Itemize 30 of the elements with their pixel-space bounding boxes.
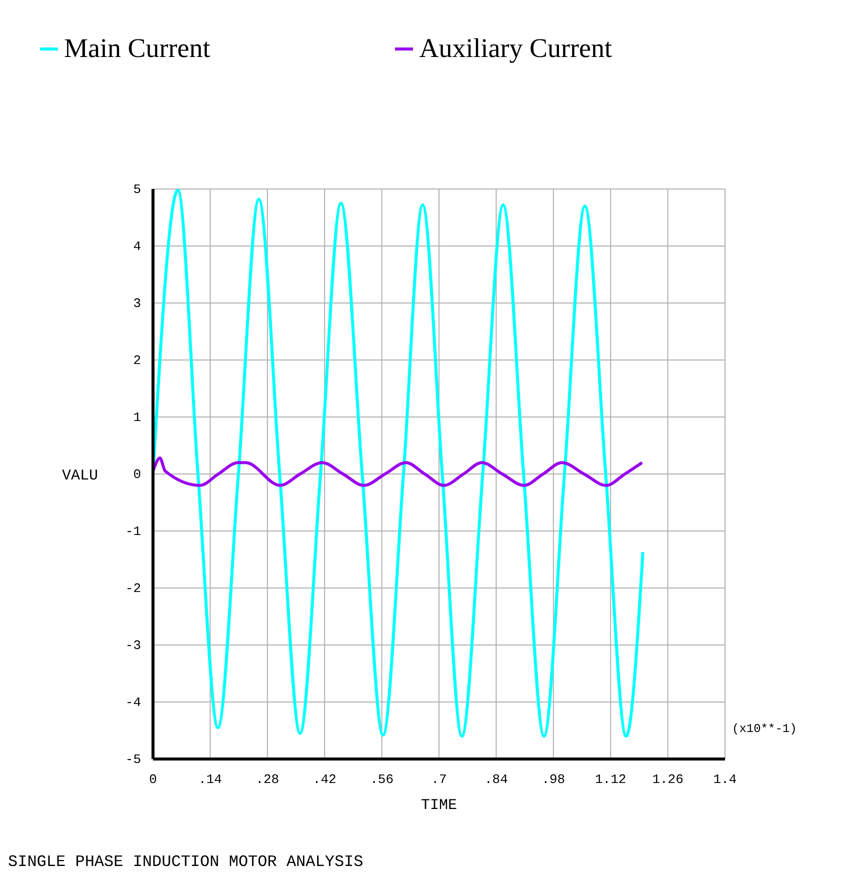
- line-series: [153, 456, 644, 487]
- x-tick-label: .84: [484, 772, 508, 787]
- x-tick-label: .28: [256, 772, 280, 787]
- x-tick-label: 1.12: [594, 772, 626, 787]
- y-tick-label: 3: [133, 296, 141, 311]
- legend-label: Main Current: [64, 33, 210, 64]
- y-axis-title: VALU: [62, 467, 98, 484]
- y-tick-label: 5: [133, 182, 141, 197]
- x-tick-label: .98: [542, 772, 566, 787]
- y-tick-label: -1: [125, 524, 142, 539]
- y-tick-label: -3: [125, 638, 141, 653]
- y-tick-label: -2: [125, 581, 141, 596]
- x-tick-label: .56: [370, 772, 394, 787]
- x-tick-label: 0: [149, 772, 157, 787]
- y-tick-label: -5: [125, 752, 141, 767]
- text: (x10**-1): [732, 722, 797, 736]
- y-tick-label: 4: [133, 239, 142, 254]
- x-tick-label: 1.4: [713, 772, 737, 787]
- x-tick-label: .7: [431, 772, 447, 787]
- text: SINGLE PHASE INDUCTION MOTOR ANALYSIS: [8, 853, 364, 871]
- y-tick-label: 1: [133, 410, 142, 425]
- y-tick-label: -4: [125, 695, 142, 710]
- x-axis-title: TIME: [420, 797, 458, 814]
- legend-label: Auxiliary Current: [419, 33, 612, 64]
- x-tick-label: 1.26: [652, 772, 684, 787]
- x-tick-label: .14: [198, 772, 222, 787]
- line-series: [153, 189, 644, 738]
- x-tick-label: .42: [312, 772, 336, 787]
- y-tick-label: 0: [133, 467, 141, 482]
- y-tick-label: 2: [133, 353, 141, 368]
